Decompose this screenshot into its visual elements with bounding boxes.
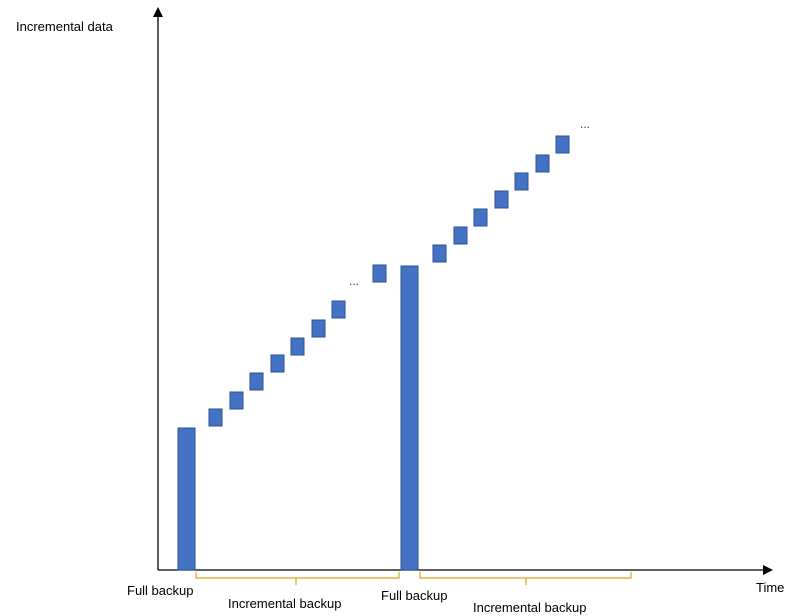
incremental-block: [535, 154, 550, 173]
incremental-block: [473, 208, 488, 227]
full-backup-label-2: Full backup: [381, 588, 447, 603]
incremental-block: [514, 172, 529, 191]
incremental-block: [331, 300, 346, 319]
incremental-block: [311, 319, 326, 338]
incremental-blocks-cycle-1: [208, 264, 387, 427]
incremental-brace-2: [419, 572, 632, 585]
incremental-block: [494, 190, 509, 209]
incremental-block: [208, 408, 223, 427]
ellipsis-1: ...: [349, 274, 359, 288]
incremental-block: [229, 391, 244, 410]
incremental-block: [249, 372, 264, 391]
incremental-brace-1: [195, 572, 400, 585]
y-axis-label: Incremental data: [16, 19, 114, 34]
full-backup-bar-2: [400, 265, 419, 571]
incremental-block: [270, 354, 285, 373]
x-axis-label: Time: [756, 580, 784, 595]
incremental-backup-label-1: Incremental backup: [228, 596, 341, 611]
incremental-blocks-cycle-2: [432, 135, 570, 263]
full-backup-bar-1: [177, 427, 196, 571]
incremental-block: [432, 244, 447, 263]
incremental-block: [555, 135, 570, 154]
incremental-block: [290, 337, 305, 356]
incremental-block: [453, 226, 468, 245]
full-backup-label-1: Full backup: [127, 583, 193, 598]
incremental-block: [372, 264, 387, 283]
incremental-backup-label-2: Incremental backup: [473, 600, 586, 615]
ellipsis-2: ...: [580, 117, 590, 131]
